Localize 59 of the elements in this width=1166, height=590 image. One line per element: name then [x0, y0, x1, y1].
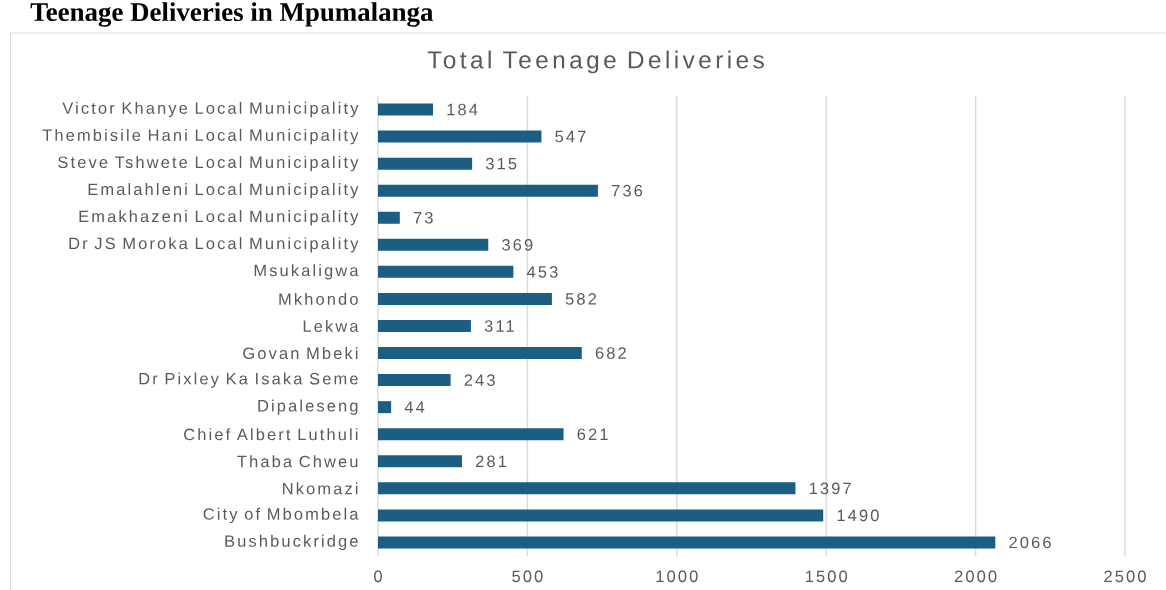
data-label: 621	[577, 428, 608, 441]
data-label: 184	[447, 103, 478, 116]
bar	[378, 265, 514, 278]
y-tick-label: Dr Pixley Ka Isaka Seme	[139, 372, 358, 388]
bar	[378, 292, 552, 305]
bar	[378, 130, 542, 143]
y-tick-label: Emakhazeni Local Municipality	[79, 210, 359, 226]
y-tick-label: Mkhondo	[279, 292, 358, 305]
data-label: 243	[464, 374, 495, 386]
bar	[378, 211, 400, 224]
data-label: 44	[404, 401, 425, 413]
y-tick-label: City of Mbombela	[203, 507, 359, 524]
y-tick-label: Govan Mbeki	[243, 347, 358, 360]
x-tick-label: 1500	[805, 570, 848, 583]
bar	[378, 509, 824, 522]
y-tick-label: Thaba Chweu	[237, 455, 358, 468]
y-tick-label: Bushbuckridge	[225, 534, 358, 551]
data-label: 682	[595, 347, 626, 359]
y-tick-label: Lekwa	[303, 319, 359, 333]
y-tick-label: Dr JS Moroka Local Municipality	[69, 237, 359, 253]
bar	[378, 184, 598, 197]
bar	[378, 157, 473, 170]
y-tick-label: Victor Khanye Local Municipality	[62, 101, 359, 118]
x-tick-label: 2000	[954, 570, 997, 583]
y-tick-label: Msukaligwa	[254, 264, 359, 280]
bar	[378, 374, 451, 387]
data-label: 547	[555, 130, 586, 143]
y-tick-label: Nkomazi	[283, 482, 358, 495]
text: Teenage Deliveries in Mpumalanga	[30, 2, 434, 27]
y-tick-label: Steve Tshwete Local Municipality	[58, 155, 359, 172]
bar	[378, 401, 392, 414]
data-label: 2066	[1009, 536, 1051, 549]
chart-title: Total Teenage Deliveries	[427, 50, 764, 74]
bar	[378, 319, 471, 332]
x-tick-label: 2500	[1104, 570, 1146, 583]
bar	[378, 347, 582, 360]
y-tick-label: Emalahleni Local Municipality	[88, 183, 359, 199]
data-label: 1397	[809, 482, 851, 495]
x-tick-label: 0	[374, 570, 382, 583]
bar	[378, 428, 564, 441]
x-tick-label: 500	[512, 570, 543, 583]
data-label: 73	[413, 211, 433, 224]
y-tick-label: Chief Albert Luthuli	[184, 428, 358, 441]
bar	[378, 103, 433, 116]
data-label: 369	[502, 238, 533, 251]
data-label: 311	[484, 320, 514, 332]
data-label: 315	[485, 157, 517, 170]
y-tick-label: Thembisile Hani Local Municipality	[42, 128, 359, 145]
y-tick-label: Dipaleseng	[258, 399, 358, 415]
data-label: 281	[476, 455, 507, 468]
bar	[378, 238, 489, 251]
bar	[378, 536, 996, 549]
data-label: 736	[611, 184, 643, 197]
data-label: 1490	[837, 509, 879, 522]
data-label: 453	[526, 266, 558, 278]
bar	[378, 455, 462, 468]
bar	[378, 482, 796, 495]
x-tick-label: 1000	[656, 570, 698, 583]
data-label: 582	[565, 293, 596, 305]
